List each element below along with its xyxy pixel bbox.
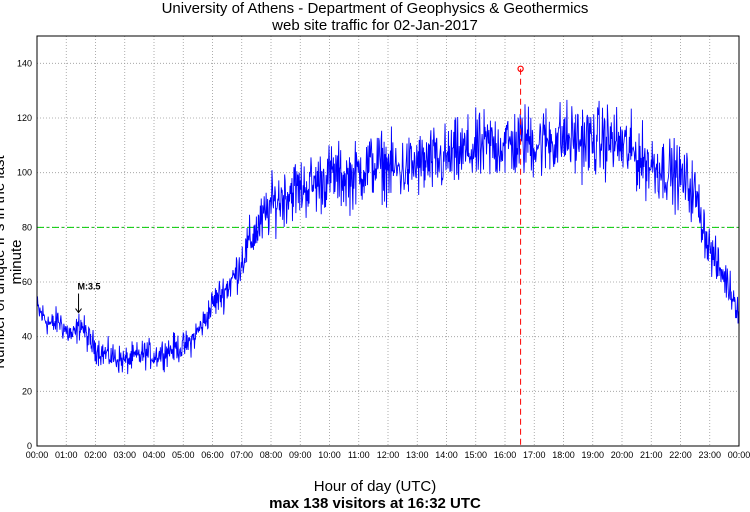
chart-title: University of Athens - Department of Geo… — [161, 0, 589, 17]
max-visitors-summary: max 138 visitors at 16:32 UTC — [269, 495, 481, 512]
annotation-arrowhead — [75, 308, 82, 314]
series-line — [36, 99, 740, 375]
grid-lines — [37, 36, 739, 446]
y-tick-label: 140 — [17, 58, 32, 68]
annotation-marker: M:3.5 — [75, 282, 101, 314]
x-tick-label: 12:00 — [377, 450, 400, 460]
chart-subtitle: web site traffic for 02-Jan-2017 — [272, 17, 478, 34]
x-axis-ticks: 00:00 01:00 02:00 03:00 04:00 05:00 06:00 07:00… — [26, 450, 750, 460]
x-tick-label: 01:00 — [55, 450, 78, 460]
x-tick-label: 00:00 — [26, 450, 49, 460]
plot-frame — [36, 35, 740, 447]
annotation-label: M:3.5 — [78, 282, 101, 292]
x-tick-label: 18:00 — [552, 450, 575, 460]
x-tick-label: 15:00 — [464, 450, 487, 460]
y-tick-label: 20 — [22, 386, 32, 396]
x-tick-label: 06:00 — [201, 450, 224, 460]
x-tick-label: 23:00 — [698, 450, 721, 460]
y-tick-label: 120 — [17, 113, 32, 123]
x-tick-label: 19:00 — [581, 450, 604, 460]
x-tick-label: 07:00 — [230, 450, 253, 460]
x-axis-label: Hour of day (UTC) — [313, 478, 437, 495]
x-tick-label: 16:00 — [494, 450, 517, 460]
y-tick-label: 100 — [17, 168, 32, 178]
x-tick-label: 04:00 — [143, 450, 166, 460]
x-tick-label: 17:00 — [523, 450, 546, 460]
y-tick-label: 40 — [22, 332, 32, 342]
x-tick-label: 11:00 — [348, 450, 370, 460]
x-tick-label: 22:00 — [669, 450, 692, 460]
x-tick-label: 09:00 — [289, 450, 312, 460]
x-tick-label: 14:00 — [435, 450, 458, 460]
x-tick-label: 02:00 — [84, 450, 107, 460]
x-tick-label: 13:00 — [406, 450, 429, 460]
x-tick-label: 05:00 — [172, 450, 195, 460]
x-tick-label: 08:00 — [260, 450, 283, 460]
y-axis-ticks: 0 20 40 60 80 100 120 140 — [17, 58, 32, 451]
max-marker-point — [517, 65, 524, 73]
y-tick-label: 80 — [22, 222, 32, 232]
x-tick-label: 10:00 — [318, 450, 341, 460]
x-tick-label: 21:00 — [640, 450, 663, 460]
y-tick-label: 60 — [22, 277, 32, 287]
x-tick-label: 03:00 — [113, 450, 136, 460]
y-tick-label: 0 — [27, 441, 32, 451]
y-axis-label: Number of unique IPs in the last minute — [0, 155, 25, 369]
x-tick-label: 00:00 — [728, 450, 750, 460]
x-tick-label: 20:00 — [611, 450, 634, 460]
